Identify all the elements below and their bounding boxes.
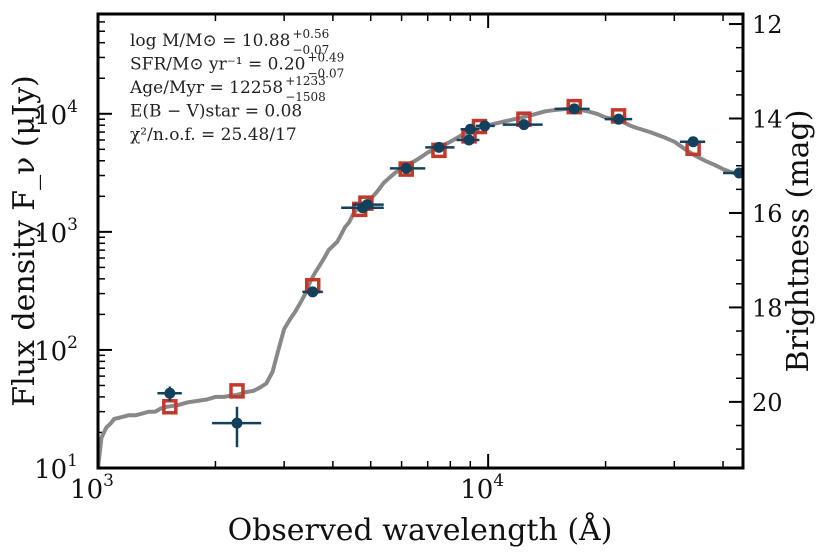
right-tick-label: 14 bbox=[752, 106, 783, 134]
y-tick-exponent: 3 bbox=[67, 215, 78, 235]
annotation-line: χ²/n.o.f. = 25.48/17 bbox=[130, 125, 297, 145]
y-axis-label-left: Flux density F_ν (μJy) bbox=[7, 75, 42, 406]
observed-point bbox=[164, 387, 176, 399]
y-tick-exponent: 4 bbox=[67, 97, 78, 117]
right-tick-label: 18 bbox=[752, 294, 783, 322]
y-axis-label-right: Brightness (mag) bbox=[781, 110, 816, 373]
model-sed-line bbox=[98, 106, 743, 468]
annotation-line: log M/M⊙ = 10.88 +0.56 −0.07 bbox=[130, 27, 329, 57]
observed-point bbox=[307, 286, 319, 298]
observed-point bbox=[361, 199, 373, 211]
annotation-sub: −0.07 bbox=[307, 67, 344, 81]
right-tick-label: 12 bbox=[752, 11, 783, 39]
y-tick-label: 102 bbox=[34, 333, 78, 367]
annotation-sub: −0.07 bbox=[292, 43, 329, 57]
y-tick-exponent: 2 bbox=[67, 333, 78, 353]
observed-point bbox=[568, 103, 580, 115]
observed-point bbox=[479, 120, 491, 132]
plot-frame bbox=[96, 12, 745, 470]
observed-point bbox=[733, 167, 743, 179]
right-tick-label: 16 bbox=[752, 200, 783, 228]
annotation-line: E(B − V)star = 0.08 bbox=[130, 102, 302, 122]
plot-layer bbox=[98, 98, 743, 468]
annotation-main: E(B − V)star = 0.08 bbox=[130, 102, 302, 122]
x-tick-exponent: 3 bbox=[103, 471, 114, 491]
plot-clipped-group bbox=[98, 98, 743, 468]
annotation-line: Age/Myr = 12258 +1233 −1508 bbox=[129, 74, 326, 104]
annotation-sup: +0.56 bbox=[292, 27, 329, 41]
model-photometry-point bbox=[229, 383, 245, 399]
observed-point bbox=[463, 134, 475, 146]
observed-point bbox=[400, 162, 412, 174]
y-tick-exponent: 1 bbox=[67, 451, 78, 471]
observed-point bbox=[687, 136, 699, 148]
annotation-main: χ²/n.o.f. = 25.48/17 bbox=[130, 125, 297, 145]
annotation-sup: +1233 bbox=[285, 74, 326, 88]
x-tick-exponent: 4 bbox=[493, 471, 504, 491]
annotation-main: Age/Myr = 12258 bbox=[129, 78, 283, 98]
annotation-sub: −1508 bbox=[285, 90, 326, 104]
observed-point bbox=[518, 119, 530, 131]
right-tick-label: 20 bbox=[752, 389, 783, 417]
observed-point bbox=[231, 417, 243, 429]
annotation-main: log M/M⊙ = 10.88 bbox=[130, 31, 290, 51]
annotation-line: SFR/M⊙ yr⁻¹ = 0.20 +0.49 −0.07 bbox=[130, 51, 344, 81]
annotation-main: SFR/M⊙ yr⁻¹ = 0.20 bbox=[130, 55, 305, 75]
observed-point bbox=[433, 141, 445, 153]
observed-point bbox=[464, 123, 476, 135]
x-axis-label: Observed wavelength (Å) bbox=[228, 512, 613, 548]
observed-point bbox=[613, 113, 625, 125]
annotation-sup: +0.49 bbox=[307, 51, 344, 65]
